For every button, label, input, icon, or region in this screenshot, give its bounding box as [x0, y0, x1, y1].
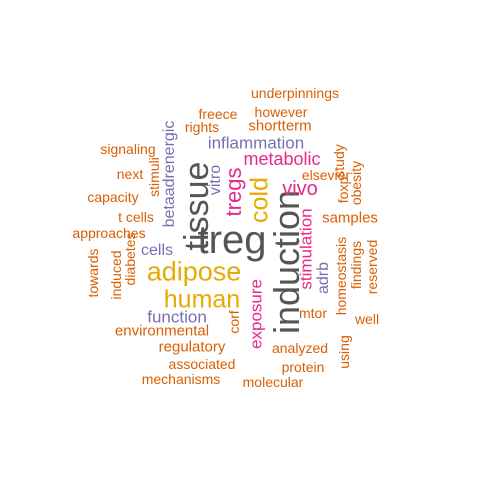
word-approaches: approaches: [72, 225, 146, 241]
word-adrb: adrb: [315, 261, 332, 295]
word-well: well: [354, 311, 380, 327]
word-associated: associated: [168, 356, 236, 372]
word-elsevier: elsevier: [301, 167, 351, 183]
word-vitro: vitro: [207, 164, 224, 196]
word-underpinnings: underpinnings: [251, 85, 339, 101]
word-freece: freece: [198, 106, 238, 122]
word-mtor: mtor: [299, 305, 327, 321]
word-molecular: molecular: [242, 374, 304, 390]
word-exposure: exposure: [246, 279, 266, 349]
word-cells: cells: [140, 242, 174, 259]
word-protein: protein: [281, 359, 325, 375]
word-however: however: [254, 104, 308, 120]
word-stimuli: stimuli: [146, 157, 162, 197]
word-betaadrenergic: betaadrenergic: [161, 120, 178, 228]
word-signaling: signaling: [100, 141, 156, 157]
word-stimulation: stimulation: [296, 208, 316, 290]
word-analyzed: analyzed: [271, 340, 329, 356]
word-t-cells: t cells: [118, 209, 154, 225]
word-induced: induced: [108, 250, 124, 300]
word-environmental: environmental: [114, 322, 210, 340]
word-towards: towards: [85, 248, 101, 298]
word-mechanisms: mechanisms: [141, 371, 221, 387]
word-corf: corf: [226, 310, 242, 334]
word-diabetes: diabetes: [122, 232, 138, 286]
word-findings: findings: [348, 240, 364, 290]
word-metabolic: metabolic: [243, 149, 321, 169]
word-cold: cold: [245, 177, 274, 223]
word-next: next: [116, 166, 144, 182]
word-using: using: [336, 335, 352, 369]
word-human: human: [163, 285, 241, 314]
word-tregs: tregs: [221, 167, 246, 217]
word-homeostasis: homeostasis: [333, 236, 349, 316]
word-regulatory: regulatory: [158, 338, 226, 356]
word-study: study: [331, 144, 347, 178]
word-treg: treg: [197, 218, 267, 262]
word-adipose: adipose: [146, 256, 242, 287]
word-reserved: reserved: [364, 239, 380, 295]
word-samples: samples: [322, 209, 378, 227]
word-function: function: [147, 307, 207, 327]
word-shortterm: shortterm: [248, 117, 312, 135]
word-inflammation: inflammation: [207, 133, 305, 153]
word-rights: rights: [184, 119, 220, 135]
word-capacity: capacity: [87, 189, 139, 205]
word-vivo: vivo: [282, 178, 318, 200]
word-obesity: obesity: [348, 160, 364, 206]
